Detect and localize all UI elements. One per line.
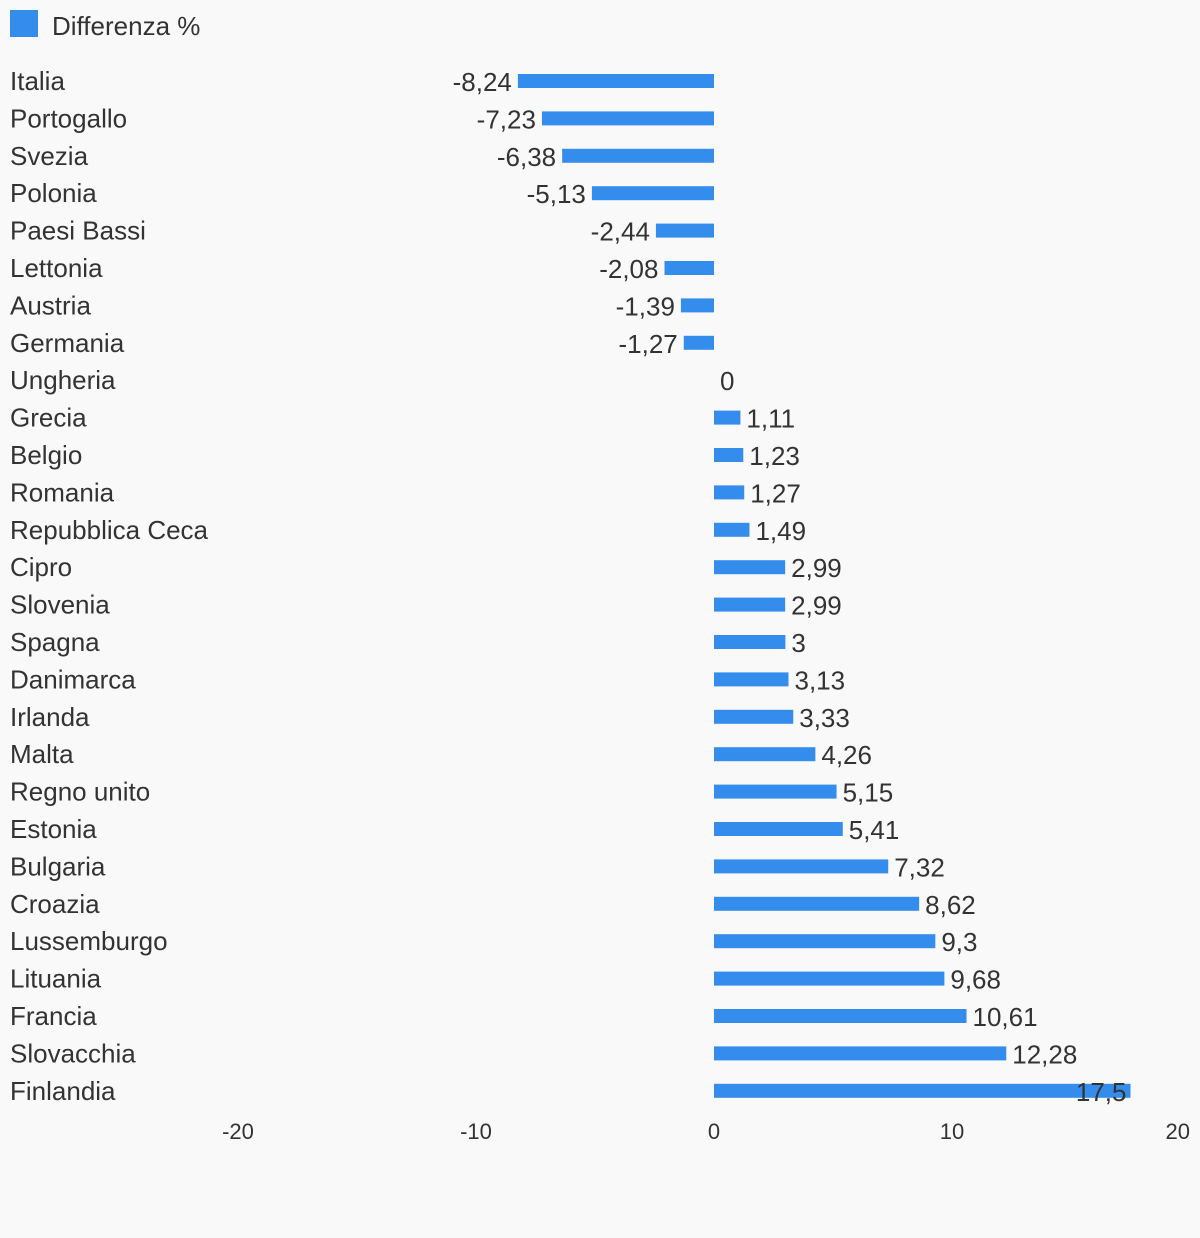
bar xyxy=(714,747,816,762)
category-labels: Italia Portogallo Svezia Polonia Paesi Bassi… xyxy=(10,66,209,1106)
x-tick-label: 0 xyxy=(708,1119,720,1144)
value-label: 1,11 xyxy=(746,404,795,434)
value-label: 5,15 xyxy=(843,778,894,808)
value-label: -7,23 xyxy=(477,104,536,134)
bar xyxy=(714,485,745,500)
bar xyxy=(714,597,786,612)
category-label: Portogallo xyxy=(10,103,127,133)
value-label: 17,5 xyxy=(1076,1077,1127,1107)
legend-label: Differenza % xyxy=(52,11,200,41)
category-label: Austria xyxy=(10,290,91,320)
bar xyxy=(664,261,714,275)
category-label: Croazia xyxy=(10,889,100,919)
bar xyxy=(541,111,714,126)
value-label: 4,26 xyxy=(821,740,872,770)
value-label: -8,24 xyxy=(453,67,512,97)
category-label: Paesi Bassi xyxy=(10,216,146,246)
x-tick-label: -20 xyxy=(222,1119,254,1144)
value-label: 12,28 xyxy=(1012,1039,1077,1069)
bar xyxy=(655,223,714,238)
value-label: 1,27 xyxy=(750,478,801,508)
category-label: Lituania xyxy=(10,964,102,994)
value-label: -1,27 xyxy=(619,329,678,359)
category-label: Regno unito xyxy=(10,777,150,807)
x-axis: -20 -10 0 10 20 xyxy=(222,1119,1190,1144)
x-tick-label: 10 xyxy=(940,1119,964,1144)
x-tick-label: -10 xyxy=(460,1119,492,1144)
bar xyxy=(714,709,794,724)
bar xyxy=(714,560,786,575)
bar xyxy=(714,1083,1131,1098)
category-label: Malta xyxy=(10,739,74,769)
bars xyxy=(517,74,1131,1098)
category-label: Svezia xyxy=(10,141,89,171)
category-label: Romania xyxy=(10,477,115,507)
value-labels: -8,24 -7,23 -6,38 -5,13-2,44 -2,08 -1,39 -1,27… xyxy=(453,67,1127,1107)
value-label: 9,3 xyxy=(941,927,977,957)
value-label: -2,08 xyxy=(599,254,658,284)
bar xyxy=(714,934,936,949)
bar xyxy=(714,448,744,462)
category-label: Repubblica Ceca xyxy=(10,515,209,545)
value-label: -6,38 xyxy=(497,142,556,172)
value-label: 3 xyxy=(791,628,805,658)
bar xyxy=(683,335,714,350)
bar xyxy=(714,1046,1007,1061)
category-label: Irlanda xyxy=(10,702,90,732)
value-label: 10,61 xyxy=(973,1002,1038,1032)
bar xyxy=(714,1009,967,1023)
bar xyxy=(714,896,920,911)
bar xyxy=(714,635,786,649)
bar xyxy=(714,784,837,799)
value-label: 3,13 xyxy=(794,665,845,695)
value-label: -2,44 xyxy=(591,217,650,247)
bar xyxy=(517,74,714,88)
category-label: Germania xyxy=(10,328,125,358)
bar xyxy=(714,971,945,986)
category-label: Slovenia xyxy=(10,590,110,620)
category-label: Francia xyxy=(10,1001,97,1031)
bar xyxy=(714,859,889,874)
category-label: Polonia xyxy=(10,178,97,208)
category-label: Belgio xyxy=(10,440,82,470)
bar xyxy=(714,822,843,836)
category-label: Lettonia xyxy=(10,253,103,283)
value-label: 2,99 xyxy=(791,591,842,621)
legend: Differenza % xyxy=(10,10,200,41)
category-label: Grecia xyxy=(10,403,87,433)
category-label: Cipro xyxy=(10,552,72,582)
value-label: 2,99 xyxy=(791,553,842,583)
category-label: Lussemburgo xyxy=(10,926,168,956)
category-label: Spagna xyxy=(10,627,100,657)
value-label: 8,62 xyxy=(925,890,976,920)
value-label: 7,32 xyxy=(894,852,945,882)
x-tick-label: 20 xyxy=(1166,1119,1190,1144)
value-label: 1,49 xyxy=(755,516,806,546)
category-label: Danimarca xyxy=(10,664,136,694)
value-label: 9,68 xyxy=(950,965,1001,995)
category-label: Ungheria xyxy=(10,365,116,395)
value-label: 0 xyxy=(720,366,734,396)
value-label: 1,23 xyxy=(749,441,800,471)
value-label: -5,13 xyxy=(527,179,586,209)
value-label: 5,41 xyxy=(849,815,900,845)
value-label: -1,39 xyxy=(616,291,675,321)
category-label: Finlandia xyxy=(10,1076,116,1106)
category-label: Italia xyxy=(10,66,65,96)
bar xyxy=(714,522,750,537)
value-label: 3,33 xyxy=(799,703,850,733)
category-label: Slovacchia xyxy=(10,1038,136,1068)
category-label: Bulgaria xyxy=(10,851,106,881)
bar xyxy=(591,186,714,201)
bar xyxy=(680,298,714,313)
legend-swatch xyxy=(10,10,38,37)
bar xyxy=(714,410,741,425)
category-label: Estonia xyxy=(10,814,97,844)
bar xyxy=(562,148,714,163)
bar xyxy=(714,672,789,687)
